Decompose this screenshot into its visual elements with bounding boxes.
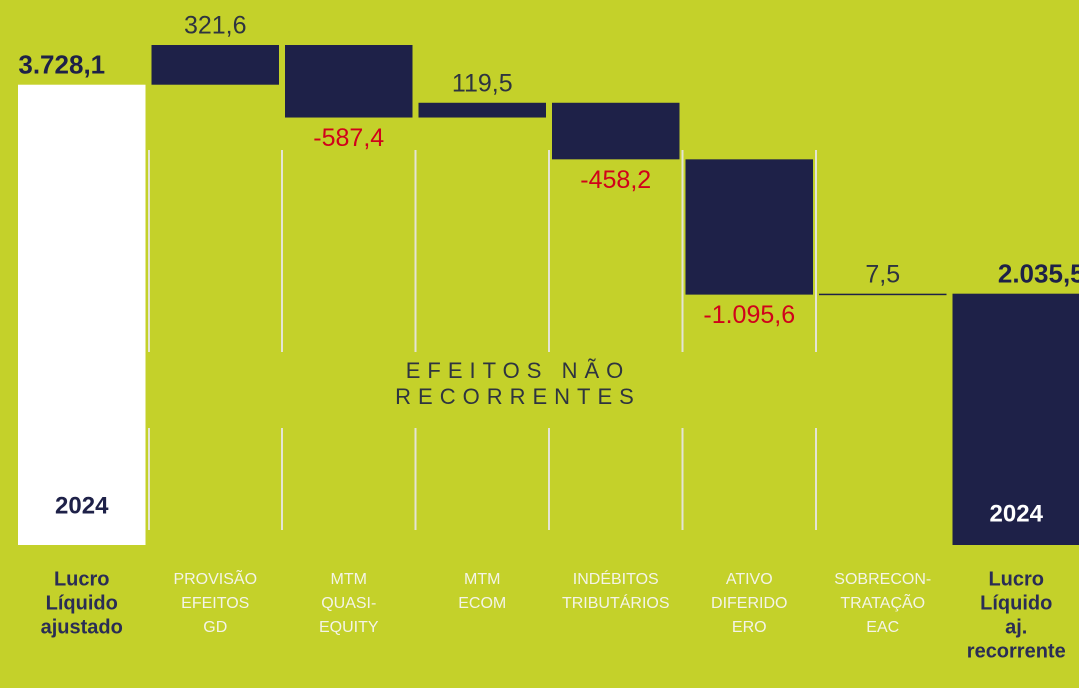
value-label: -458,2 (580, 166, 651, 194)
value-label: 3.728,1 (18, 50, 105, 80)
bar (151, 45, 279, 85)
annotation: 2024 (990, 500, 1044, 527)
annotation: 2024 (55, 492, 109, 519)
bar (952, 293, 1079, 545)
category-label: EAC (866, 619, 899, 636)
bar (552, 102, 680, 160)
category-label: DIFERIDO (711, 595, 787, 612)
category-label: ATIVO (726, 571, 773, 588)
annotation: RECORRENTES (395, 384, 641, 409)
category-label: aj. (1005, 616, 1027, 638)
category-label: recorrente (967, 640, 1066, 662)
category-label: INDÉBITOS (573, 569, 659, 588)
category-label: ERO (732, 619, 767, 636)
annotation: EFEITOS NÃO (406, 358, 631, 383)
category-label: Líquido (980, 592, 1052, 614)
category-label: Líquido (46, 592, 118, 614)
value-label: -1.095,6 (703, 301, 795, 329)
category-label: ECOM (458, 595, 506, 612)
category-label: TRATAÇÃO (840, 592, 925, 612)
value-label: 321,6 (184, 12, 247, 40)
category-label: PROVISÃO (173, 568, 257, 588)
value-label: 2.035,5 (998, 259, 1079, 289)
value-label: 7,5 (865, 260, 900, 288)
value-label: 119,5 (452, 69, 513, 97)
category-label: GD (203, 619, 227, 636)
bar (819, 293, 947, 296)
category-label: QUASI- (321, 595, 376, 612)
category-label: MTM (464, 571, 500, 588)
value-label: -587,4 (313, 124, 384, 152)
bar (285, 45, 413, 118)
category-label: MTM (331, 571, 367, 588)
category-label: Lucro (988, 568, 1044, 590)
category-label: TRIBUTÁRIOS (562, 593, 670, 612)
bar (685, 159, 813, 295)
category-label: EQUITY (319, 619, 379, 636)
category-label: Lucro (54, 568, 110, 590)
bar (18, 84, 146, 546)
category-label: ajustado (41, 616, 123, 638)
category-label: SOBRECON- (834, 571, 931, 588)
category-label: EFEITOS (181, 595, 249, 612)
bar (418, 102, 546, 118)
